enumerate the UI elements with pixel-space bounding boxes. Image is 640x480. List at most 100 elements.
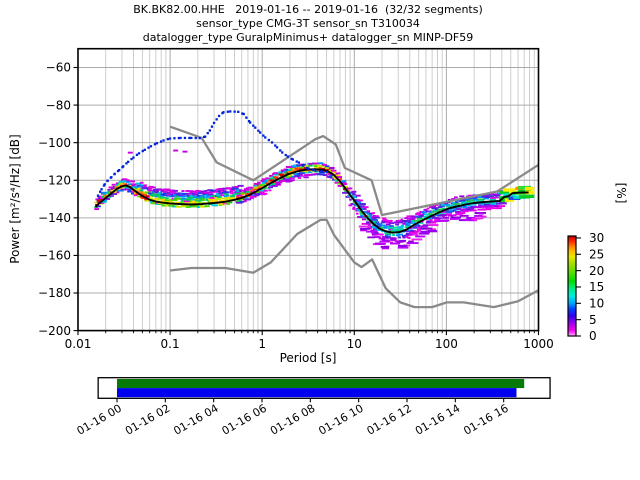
histogram-cell [133, 194, 138, 197]
histogram-cell [265, 182, 269, 185]
histogram-cell [350, 203, 355, 205]
dotted-curve-dot [190, 136, 193, 140]
dotted-curve-dot [229, 110, 232, 113]
histogram-cell [204, 205, 210, 208]
dotted-curve-dot [159, 140, 163, 143]
histogram-cell [237, 199, 242, 202]
histogram-cell [316, 164, 321, 167]
histogram-cell [119, 182, 125, 185]
x-tick-label: 0.01 [65, 337, 92, 351]
histogram-cell [457, 202, 460, 205]
histogram-cell [281, 170, 285, 173]
colorbar-tick-label: 10 [589, 297, 604, 311]
histogram-cell [462, 210, 469, 213]
histogram-cell [151, 186, 156, 189]
histogram-cell [478, 212, 484, 215]
histogram-cell [150, 202, 158, 205]
histogram-cell [390, 242, 401, 245]
histogram-cell [300, 174, 303, 177]
histogram-cell [318, 167, 322, 170]
histogram-cell [218, 187, 225, 190]
dotted-curve-dot [270, 141, 274, 144]
histogram-cell [377, 223, 382, 226]
histogram-cell [473, 198, 480, 201]
histogram-cell [146, 187, 149, 190]
histogram-cell [239, 200, 245, 203]
histogram-cell [370, 220, 377, 223]
dotted-curve-dot [147, 146, 150, 149]
histogram-cell [440, 213, 447, 216]
histogram-cell [426, 207, 430, 210]
histogram-cell [328, 167, 335, 170]
histogram-cell [468, 201, 478, 204]
histogram-cell [342, 191, 349, 194]
histogram-cell [415, 224, 420, 227]
histogram-cell [125, 181, 130, 183]
dotted-curve-dot [212, 121, 216, 125]
histogram-cell [148, 192, 154, 195]
histogram-cell [263, 180, 268, 183]
histogram-cell [162, 194, 166, 197]
dotted-curve-dot [132, 156, 135, 159]
histogram-cell [465, 200, 472, 203]
timeline-tick-label: 01-16 00 [75, 402, 124, 438]
histogram-cell [221, 191, 226, 194]
coverage-green [117, 379, 525, 389]
histogram-cell [160, 190, 164, 193]
histogram-cell [211, 195, 217, 197]
dotted-curve-dot [166, 138, 169, 141]
dotted-curve-dot [100, 188, 103, 191]
histogram-cell [477, 196, 485, 198]
histogram-cell [298, 172, 305, 175]
histogram-cell [378, 226, 382, 229]
histogram-cell [229, 189, 236, 192]
histogram-cell [149, 194, 153, 197]
coverage-blue [117, 388, 517, 398]
histogram-cell [231, 188, 235, 190]
y-tick-label: −140 [38, 211, 71, 225]
histogram-cell [118, 187, 123, 190]
histogram-cell [375, 233, 381, 236]
histogram-cell [224, 197, 230, 199]
histogram-cell [160, 188, 166, 191]
histogram-cell [452, 209, 457, 212]
histogram-cell [385, 221, 392, 224]
histogram-cell [200, 194, 205, 197]
histogram-cell [314, 166, 322, 169]
histogram-cell [330, 169, 337, 172]
histogram-cell [297, 168, 301, 171]
histogram-cell [158, 196, 162, 199]
histogram-cell [107, 190, 112, 193]
histogram-cell [447, 210, 455, 213]
histogram-cell [139, 184, 145, 187]
histogram-cell [353, 204, 358, 206]
histogram-cell [209, 196, 217, 199]
histogram-cell [469, 199, 475, 202]
histogram-cell [171, 195, 177, 197]
histogram-cell [274, 173, 281, 176]
histogram-cell [214, 194, 221, 197]
histogram-cell [97, 200, 101, 203]
dotted-curve-dot [102, 184, 106, 187]
x-tick-label: 10 [347, 337, 362, 351]
histogram-cell [199, 197, 205, 200]
histogram-cell [166, 189, 172, 192]
histogram-cell [181, 205, 188, 208]
histogram-cell [437, 208, 443, 211]
histogram-cell [286, 169, 292, 172]
dotted-curve-dot [96, 194, 100, 197]
histogram-cell [488, 204, 498, 207]
histogram-cell [110, 189, 114, 192]
histogram-cell [269, 179, 277, 182]
histogram-cell [390, 237, 397, 240]
histogram-cell [224, 191, 230, 194]
histogram-cell [407, 220, 412, 222]
histogram-cell [308, 164, 313, 167]
histogram-cell [416, 226, 422, 229]
histogram-cell [312, 164, 317, 166]
histogram-cell [154, 197, 161, 200]
histogram-cell [465, 204, 471, 206]
histogram-cell [278, 173, 285, 176]
histogram-cell [173, 149, 179, 152]
colorbar-tick-label: 0 [589, 329, 597, 343]
